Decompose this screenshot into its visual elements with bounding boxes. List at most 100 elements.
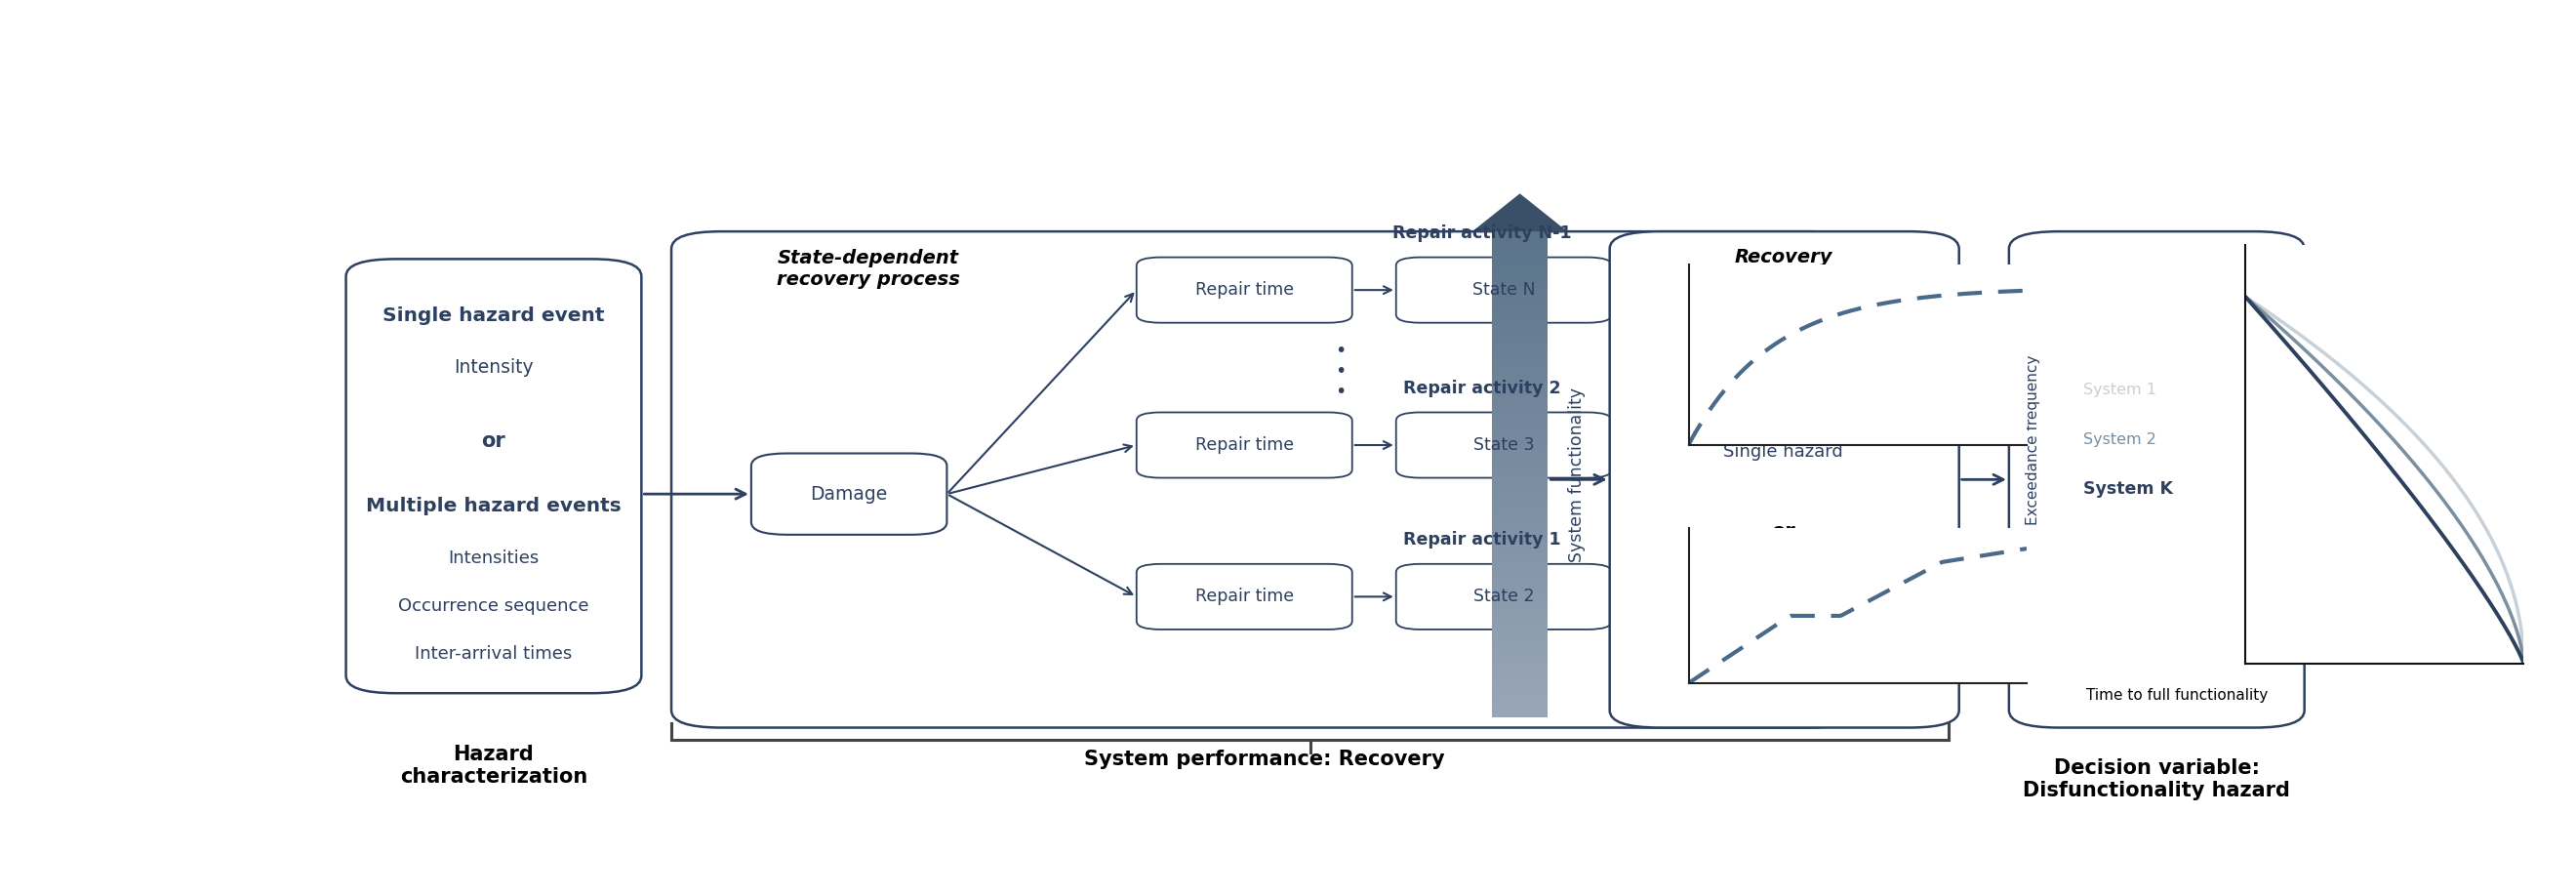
- FancyBboxPatch shape: [1136, 257, 1352, 323]
- FancyBboxPatch shape: [672, 232, 1860, 728]
- Text: Intensities: Intensities: [448, 550, 538, 567]
- Text: System 1: System 1: [2084, 383, 2156, 397]
- Bar: [1492, 499, 1548, 504]
- Text: Decision variable:
Disfunctionality hazard: Decision variable: Disfunctionality haza…: [2022, 759, 2290, 801]
- Bar: [1492, 562, 1548, 567]
- FancyBboxPatch shape: [1136, 564, 1352, 629]
- Text: Repair time: Repair time: [1195, 588, 1293, 606]
- Bar: [1492, 664, 1548, 669]
- Bar: [1492, 265, 1548, 270]
- Text: Repair time: Repair time: [1195, 281, 1293, 299]
- Bar: [1492, 251, 1548, 256]
- Text: State 2: State 2: [1473, 588, 1535, 606]
- Bar: [1492, 557, 1548, 562]
- Bar: [1492, 416, 1548, 421]
- Bar: [1492, 304, 1548, 309]
- Bar: [1492, 630, 1548, 635]
- Bar: [1492, 362, 1548, 368]
- Bar: [1492, 333, 1548, 338]
- Bar: [1492, 542, 1548, 547]
- Bar: [1492, 382, 1548, 387]
- Bar: [1492, 372, 1548, 377]
- Bar: [1492, 469, 1548, 474]
- Bar: [1492, 479, 1548, 484]
- Bar: [1492, 236, 1548, 241]
- FancyBboxPatch shape: [345, 259, 641, 693]
- Bar: [1492, 411, 1548, 416]
- Text: Damage: Damage: [811, 485, 889, 503]
- Text: •: •: [1334, 383, 1345, 401]
- Bar: [1492, 489, 1548, 494]
- Bar: [1492, 547, 1548, 552]
- Text: Repair activity 1: Repair activity 1: [1404, 532, 1561, 549]
- Bar: [1492, 644, 1548, 649]
- Bar: [1492, 231, 1548, 236]
- Bar: [1492, 659, 1548, 664]
- Text: Intensity: Intensity: [453, 358, 533, 377]
- Text: Recovery
curve: Recovery curve: [1734, 248, 1832, 288]
- Bar: [1492, 712, 1548, 717]
- Text: System 2: System 2: [2084, 432, 2156, 448]
- Bar: [1492, 528, 1548, 533]
- Bar: [1492, 576, 1548, 581]
- Bar: [1492, 649, 1548, 654]
- Text: Repair activity N-1: Repair activity N-1: [1391, 225, 1571, 243]
- Bar: [1492, 246, 1548, 251]
- Bar: [1492, 328, 1548, 334]
- Text: or: or: [1772, 522, 1795, 541]
- Bar: [1492, 455, 1548, 460]
- Text: Single hazard event: Single hazard event: [384, 306, 605, 325]
- Bar: [1492, 669, 1548, 674]
- Bar: [1492, 387, 1548, 392]
- Bar: [1492, 605, 1548, 610]
- Bar: [1492, 707, 1548, 712]
- Bar: [1492, 586, 1548, 591]
- Text: Repair time: Repair time: [1195, 436, 1293, 454]
- Bar: [1492, 635, 1548, 640]
- FancyBboxPatch shape: [752, 454, 948, 534]
- Bar: [1492, 625, 1548, 630]
- Bar: [1492, 406, 1548, 411]
- Bar: [1492, 601, 1548, 606]
- Bar: [1492, 460, 1548, 465]
- Bar: [1492, 620, 1548, 625]
- Bar: [1492, 693, 1548, 698]
- Text: Time to full functionality: Time to full functionality: [2087, 688, 2267, 703]
- Bar: [1492, 654, 1548, 659]
- Bar: [1492, 445, 1548, 450]
- Text: State N: State N: [1473, 281, 1535, 299]
- FancyBboxPatch shape: [1396, 564, 1613, 629]
- Text: Inter-arrival times: Inter-arrival times: [415, 645, 572, 663]
- Bar: [1492, 474, 1548, 479]
- Bar: [1492, 503, 1548, 508]
- Bar: [1492, 377, 1548, 382]
- FancyBboxPatch shape: [1136, 413, 1352, 478]
- Bar: [1492, 683, 1548, 688]
- Bar: [1492, 615, 1548, 620]
- Bar: [1492, 338, 1548, 343]
- Bar: [1492, 241, 1548, 246]
- Bar: [1492, 343, 1548, 348]
- Bar: [1492, 401, 1548, 406]
- Bar: [1492, 426, 1548, 430]
- Bar: [1492, 440, 1548, 445]
- FancyBboxPatch shape: [2009, 232, 2306, 728]
- Bar: [1492, 392, 1548, 396]
- Text: Hazard
characterization: Hazard characterization: [399, 745, 587, 787]
- Text: Repair activity 2: Repair activity 2: [1404, 379, 1561, 397]
- Bar: [1492, 703, 1548, 708]
- Bar: [1492, 353, 1548, 358]
- Text: •: •: [1334, 362, 1345, 380]
- Bar: [1492, 698, 1548, 703]
- FancyBboxPatch shape: [1610, 232, 1960, 728]
- Bar: [1492, 294, 1548, 300]
- Text: State-dependent
recovery process: State-dependent recovery process: [778, 249, 961, 289]
- Bar: [1492, 367, 1548, 372]
- Bar: [1492, 450, 1548, 455]
- Bar: [1492, 270, 1548, 275]
- Bar: [1492, 465, 1548, 470]
- FancyBboxPatch shape: [1396, 413, 1613, 478]
- Text: or: or: [482, 431, 505, 451]
- Bar: [1492, 571, 1548, 576]
- Bar: [1492, 260, 1548, 266]
